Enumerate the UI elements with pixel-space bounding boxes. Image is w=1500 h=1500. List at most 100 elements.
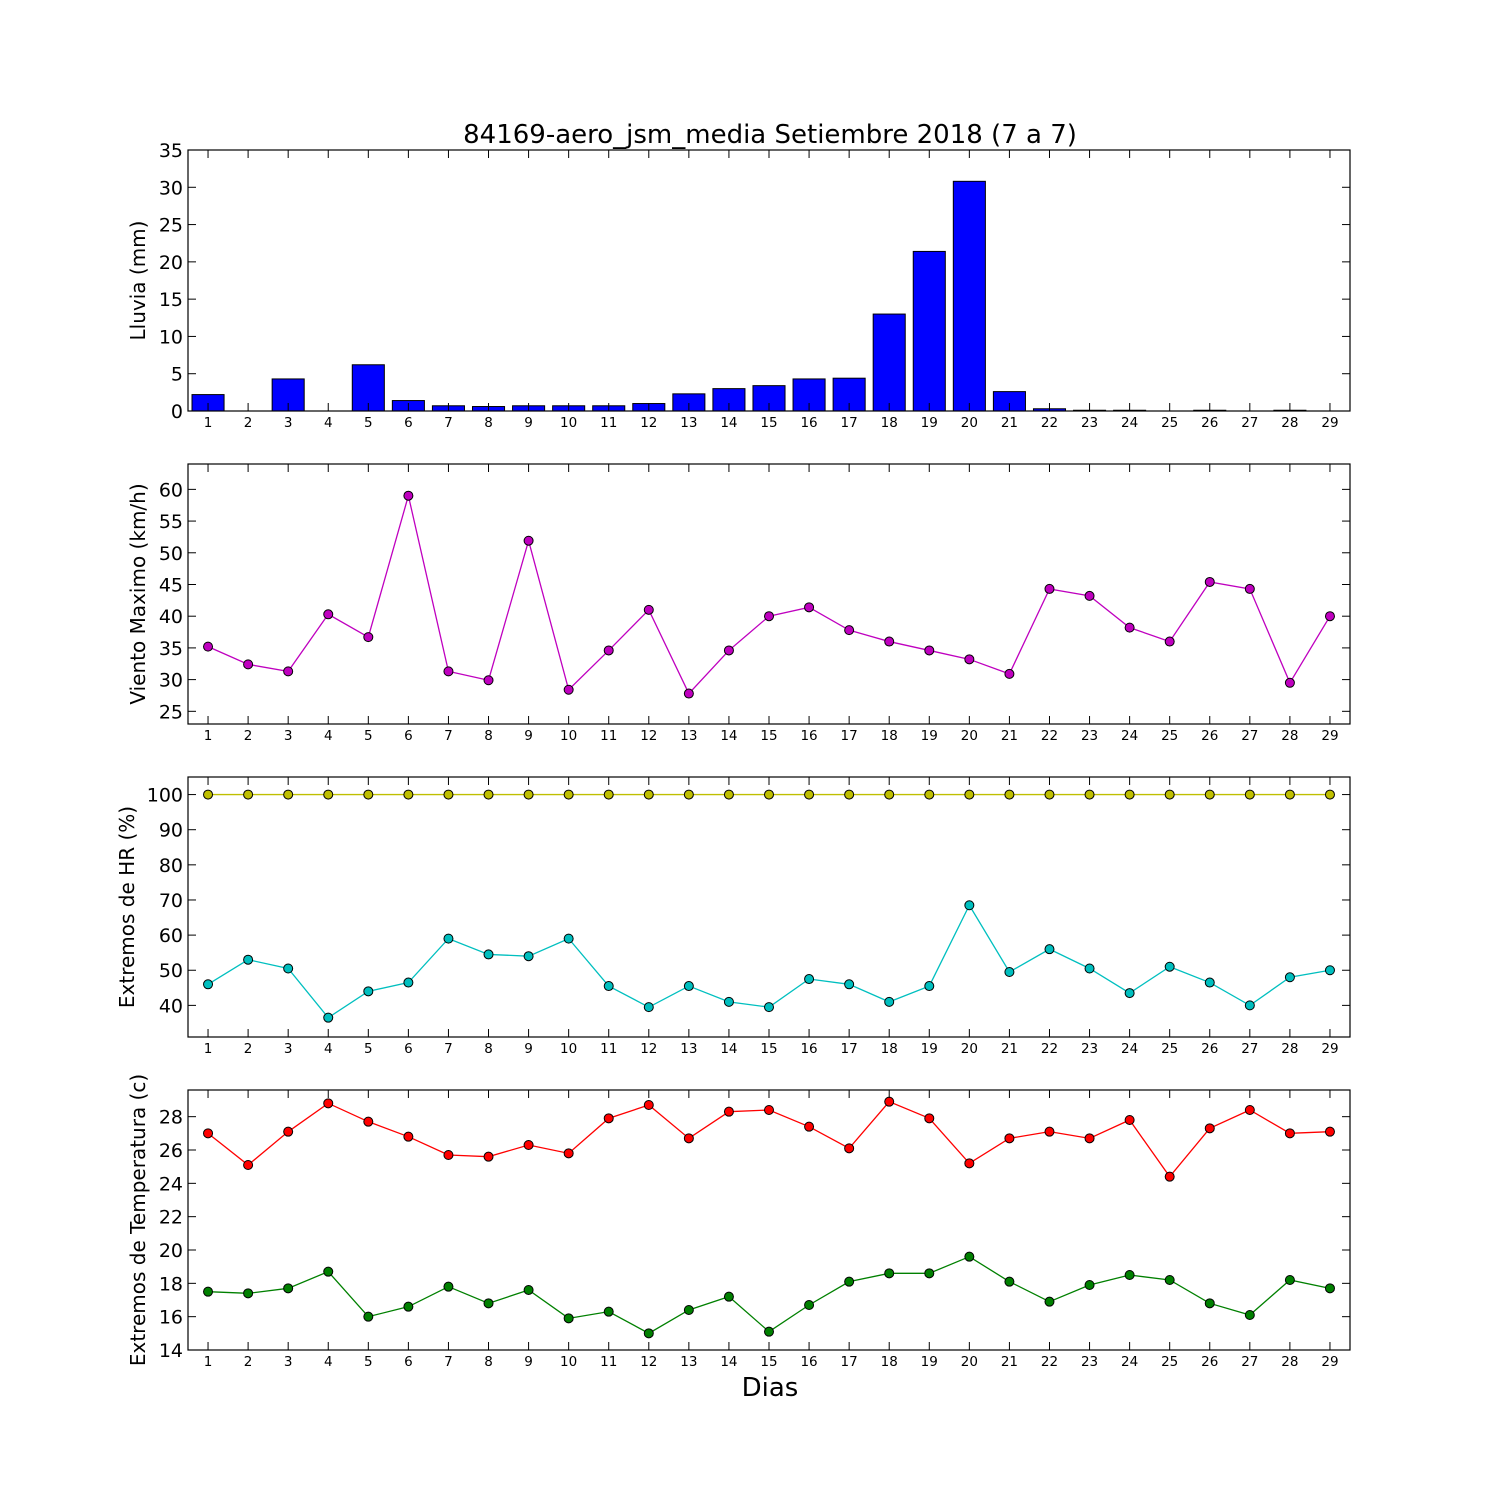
- y-tick-label: 40: [159, 995, 183, 1017]
- point-s1-day-7: [443, 666, 454, 677]
- x-tick-label: 20: [961, 1354, 978, 1370]
- point-s1-day-2: [243, 789, 254, 800]
- point-s1-day-16: [804, 602, 815, 613]
- x-tick-label: 18: [881, 1041, 898, 1057]
- x-tick-label: 1: [204, 1041, 213, 1057]
- point-s1-day-10: [563, 684, 574, 695]
- x-tick-label: 15: [760, 1354, 777, 1370]
- point-s1-day-19: [924, 1113, 935, 1124]
- x-tick-label: 29: [1321, 415, 1338, 431]
- x-tick-label: 7: [444, 415, 453, 431]
- x-tick-label: 9: [524, 728, 533, 744]
- point-s1-day-17: [844, 789, 855, 800]
- point-s2-day-24: [1124, 988, 1135, 999]
- x-tick-label: 29: [1321, 1041, 1338, 1057]
- point-s1-day-19: [924, 645, 935, 656]
- point-s1-day-24: [1124, 622, 1135, 633]
- point-s2-day-3: [283, 963, 294, 974]
- point-s2-day-13: [683, 981, 694, 992]
- x-tick-label: 20: [961, 1041, 978, 1057]
- point-s1-day-14: [723, 645, 734, 656]
- x-tick-label: 29: [1321, 728, 1338, 744]
- point-s1-day-27: [1244, 789, 1255, 800]
- x-tick-label: 3: [284, 1354, 293, 1370]
- point-s2-day-25: [1164, 961, 1175, 972]
- x-tick-label: 27: [1241, 1041, 1258, 1057]
- point-s1-day-15: [764, 789, 774, 800]
- series-line-2: [208, 1255, 1331, 1335]
- point-s2-day-5: [363, 1311, 374, 1322]
- point-s1-day-26: [1204, 789, 1215, 800]
- point-s2-day-15: [764, 1002, 774, 1013]
- point-s1-day-27: [1244, 583, 1255, 594]
- x-tick-label: 15: [760, 728, 777, 744]
- y-tick-label: 22: [159, 1207, 183, 1229]
- x-tick-label: 8: [484, 1041, 493, 1057]
- x-tick-label: 1: [204, 415, 213, 431]
- point-s1-day-9: [523, 1140, 534, 1150]
- point-s1-day-5: [363, 1116, 374, 1127]
- point-s1-day-14: [723, 1106, 734, 1117]
- x-tick-label: 15: [760, 1041, 777, 1057]
- point-s2-day-3: [283, 1283, 294, 1294]
- y-axis-label: Viento Maximo (km/h): [126, 483, 150, 704]
- x-tick-label: 27: [1241, 1354, 1258, 1370]
- x-tick-label: 5: [364, 1354, 373, 1370]
- point-s1-day-13: [683, 688, 694, 699]
- point-s2-day-23: [1084, 1280, 1095, 1290]
- y-tick-label: 60: [159, 925, 183, 947]
- point-s2-day-25: [1164, 1275, 1175, 1285]
- point-s2-day-23: [1084, 963, 1095, 974]
- x-tick-label: 28: [1281, 728, 1298, 744]
- x-tick-label: 14: [720, 1354, 737, 1370]
- y-tick-label: 16: [159, 1307, 183, 1329]
- x-tick-label: 24: [1121, 728, 1138, 744]
- x-tick-label: 25: [1161, 728, 1178, 744]
- point-s1-day-13: [683, 1133, 694, 1144]
- point-s1-day-25: [1164, 789, 1175, 800]
- point-s1-day-11: [603, 1113, 614, 1124]
- point-s1-day-20: [964, 654, 975, 665]
- x-tick-label: 14: [720, 1041, 737, 1057]
- point-s1-day-23: [1084, 1133, 1095, 1144]
- point-s2-day-14: [723, 1291, 734, 1302]
- point-s1-day-8: [483, 789, 494, 800]
- point-s2-day-5: [363, 986, 374, 997]
- x-tick-label: 17: [841, 1354, 858, 1370]
- y-tick-label: 0: [171, 401, 183, 423]
- y-tick-label: 25: [159, 215, 183, 237]
- y-tick-label: 80: [159, 855, 183, 877]
- y-tick-label: 40: [159, 606, 183, 628]
- point-s1-day-4: [323, 789, 334, 800]
- point-s2-day-11: [603, 1306, 614, 1317]
- x-tick-label: 4: [324, 728, 333, 744]
- y-tick-label: 18: [159, 1273, 183, 1295]
- point-s1-day-16: [804, 1121, 815, 1132]
- x-tick-label: 23: [1081, 415, 1098, 431]
- point-s1-day-26: [1204, 1123, 1215, 1134]
- point-s1-day-9: [523, 535, 534, 546]
- x-tick-label: 3: [284, 415, 293, 431]
- point-s1-day-20: [964, 1158, 975, 1169]
- point-s1-day-28: [1284, 789, 1295, 800]
- point-s2-day-16: [804, 1300, 815, 1310]
- point-s2-day-18: [884, 1268, 895, 1279]
- point-s2-day-4: [323, 1012, 334, 1023]
- point-s1-day-3: [283, 1126, 294, 1137]
- point-s2-day-8: [483, 949, 494, 960]
- x-tick-label: 24: [1121, 415, 1138, 431]
- point-s2-day-28: [1284, 972, 1295, 983]
- x-tick-label: 23: [1081, 1354, 1098, 1370]
- x-tick-label: 17: [841, 415, 858, 431]
- x-tick-label: 23: [1081, 1041, 1098, 1057]
- point-s2-day-8: [483, 1298, 494, 1309]
- point-s1-day-29: [1324, 789, 1335, 800]
- x-tick-label: 18: [881, 728, 898, 744]
- y-tick-label: 100: [147, 785, 183, 807]
- x-tick-label: 5: [364, 1041, 373, 1057]
- x-tick-label: 8: [484, 415, 493, 431]
- y-tick-label: 24: [159, 1173, 183, 1195]
